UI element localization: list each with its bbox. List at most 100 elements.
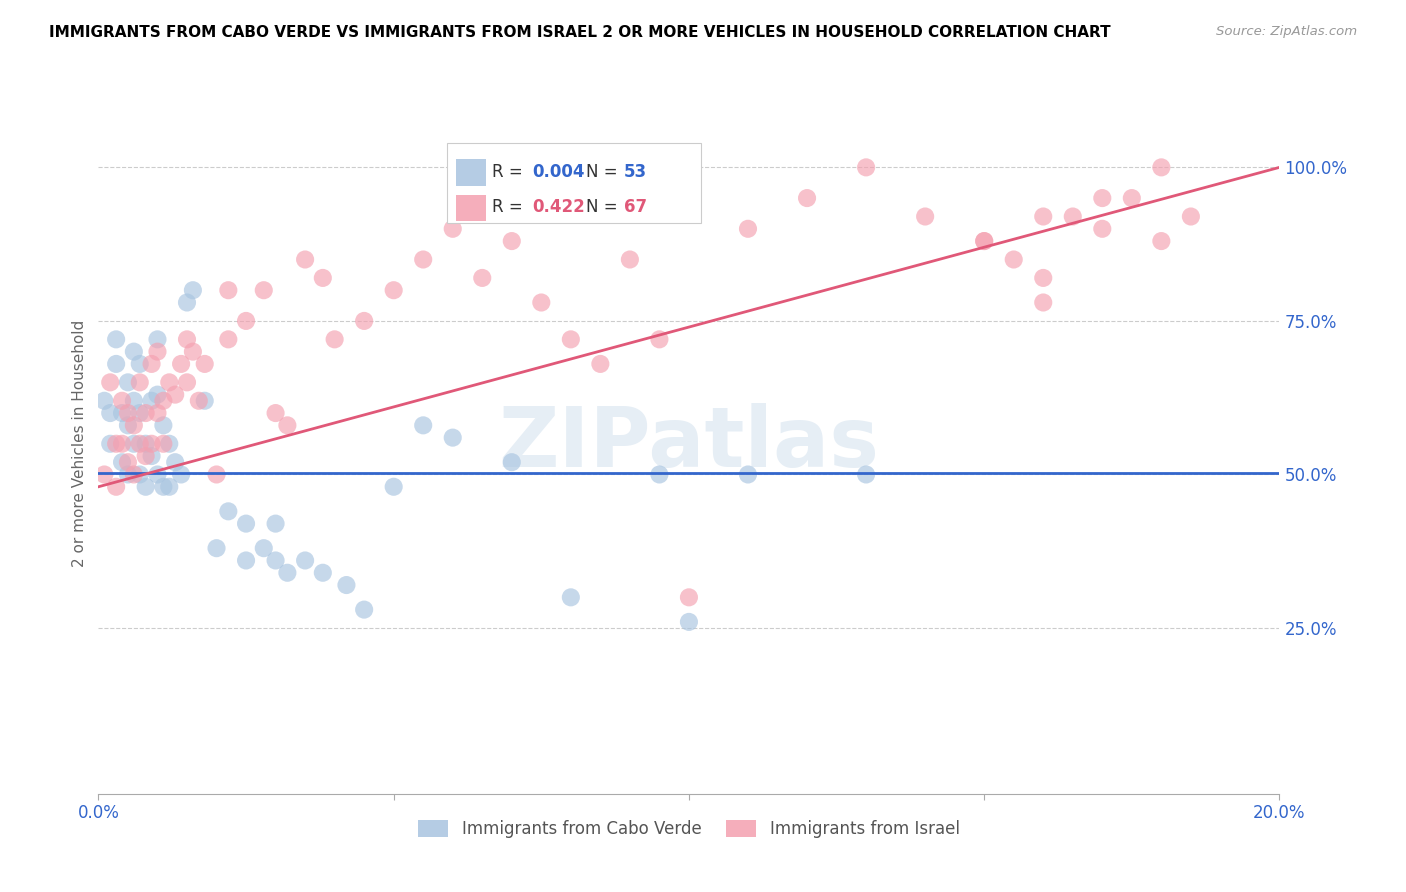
Point (501, 455, 523, 469)
Point (122, 344, 145, 359)
Point (181, 283, 204, 297)
Point (98, 406, 121, 420)
Bar (457, 194, 486, 221)
Point (796, 191, 818, 205)
Point (128, 436, 150, 450)
Point (441, 431, 464, 445)
Point (1180, 210, 1202, 224)
Point (122, 436, 145, 450)
Point (235, 553, 257, 567)
Point (122, 467, 145, 482)
Point (648, 332, 671, 346)
Text: N =: N = (586, 198, 623, 216)
Point (141, 357, 163, 371)
Point (170, 467, 193, 482)
Text: R =: R = (492, 198, 527, 216)
Point (117, 418, 139, 433)
Point (1032, 295, 1054, 310)
Point (353, 602, 375, 616)
Point (157, 480, 180, 494)
Point (737, 467, 759, 482)
Point (1091, 191, 1114, 205)
Point (560, 332, 582, 346)
Point (111, 393, 134, 408)
Point (105, 436, 128, 450)
Point (146, 467, 169, 482)
Point (264, 516, 287, 531)
Point (441, 221, 464, 235)
Point (128, 467, 150, 482)
Point (253, 541, 276, 556)
Point (619, 252, 641, 267)
Point (146, 406, 169, 420)
Point (205, 467, 228, 482)
Text: ZIPatlas: ZIPatlas (499, 403, 879, 484)
Point (146, 344, 169, 359)
Point (382, 480, 405, 494)
Point (117, 376, 139, 390)
Point (471, 271, 494, 285)
Point (737, 221, 759, 235)
Point (152, 436, 174, 450)
Point (170, 357, 193, 371)
FancyBboxPatch shape (447, 143, 700, 223)
Point (141, 393, 163, 408)
Point (1032, 271, 1054, 285)
Point (111, 436, 134, 450)
Point (678, 615, 700, 629)
Text: R =: R = (492, 163, 527, 181)
Point (1121, 191, 1143, 205)
Point (176, 295, 198, 310)
Point (235, 516, 257, 531)
Point (217, 283, 239, 297)
Point (973, 234, 995, 248)
Point (412, 418, 434, 433)
Point (253, 283, 276, 297)
Text: 0.004: 0.004 (531, 163, 585, 181)
Point (105, 332, 128, 346)
Point (98, 376, 121, 390)
Point (501, 234, 523, 248)
Point (93, 467, 115, 482)
Point (122, 393, 145, 408)
Point (117, 467, 139, 482)
Point (122, 418, 145, 433)
Point (294, 553, 316, 567)
Text: 67: 67 (624, 198, 647, 216)
Point (152, 480, 174, 494)
Point (312, 566, 335, 580)
Point (187, 393, 209, 408)
Point (152, 393, 174, 408)
Point (157, 436, 180, 450)
Point (205, 541, 228, 556)
Point (1062, 210, 1084, 224)
Y-axis label: 2 or more Vehicles in Household: 2 or more Vehicles in Household (72, 320, 87, 567)
Point (165, 455, 187, 469)
Point (135, 436, 157, 450)
Point (235, 314, 257, 328)
Point (353, 314, 375, 328)
Text: Source: ZipAtlas.com: Source: ZipAtlas.com (1216, 25, 1357, 38)
Point (105, 357, 128, 371)
Point (678, 591, 700, 605)
Point (194, 357, 217, 371)
Bar (457, 160, 486, 186)
Point (335, 578, 357, 592)
Point (135, 480, 157, 494)
Point (973, 234, 995, 248)
Point (128, 357, 150, 371)
Point (128, 406, 150, 420)
Point (105, 480, 128, 494)
Point (312, 271, 335, 285)
Point (135, 449, 157, 463)
Point (412, 252, 434, 267)
Point (117, 406, 139, 420)
Point (276, 566, 298, 580)
Point (855, 467, 877, 482)
Text: IMMIGRANTS FROM CABO VERDE VS IMMIGRANTS FROM ISRAEL 2 OR MORE VEHICLES IN HOUSE: IMMIGRANTS FROM CABO VERDE VS IMMIGRANTS… (49, 25, 1111, 40)
Point (560, 591, 582, 605)
Point (530, 295, 553, 310)
Point (1150, 161, 1173, 175)
Text: 53: 53 (624, 163, 647, 181)
Point (146, 387, 169, 401)
